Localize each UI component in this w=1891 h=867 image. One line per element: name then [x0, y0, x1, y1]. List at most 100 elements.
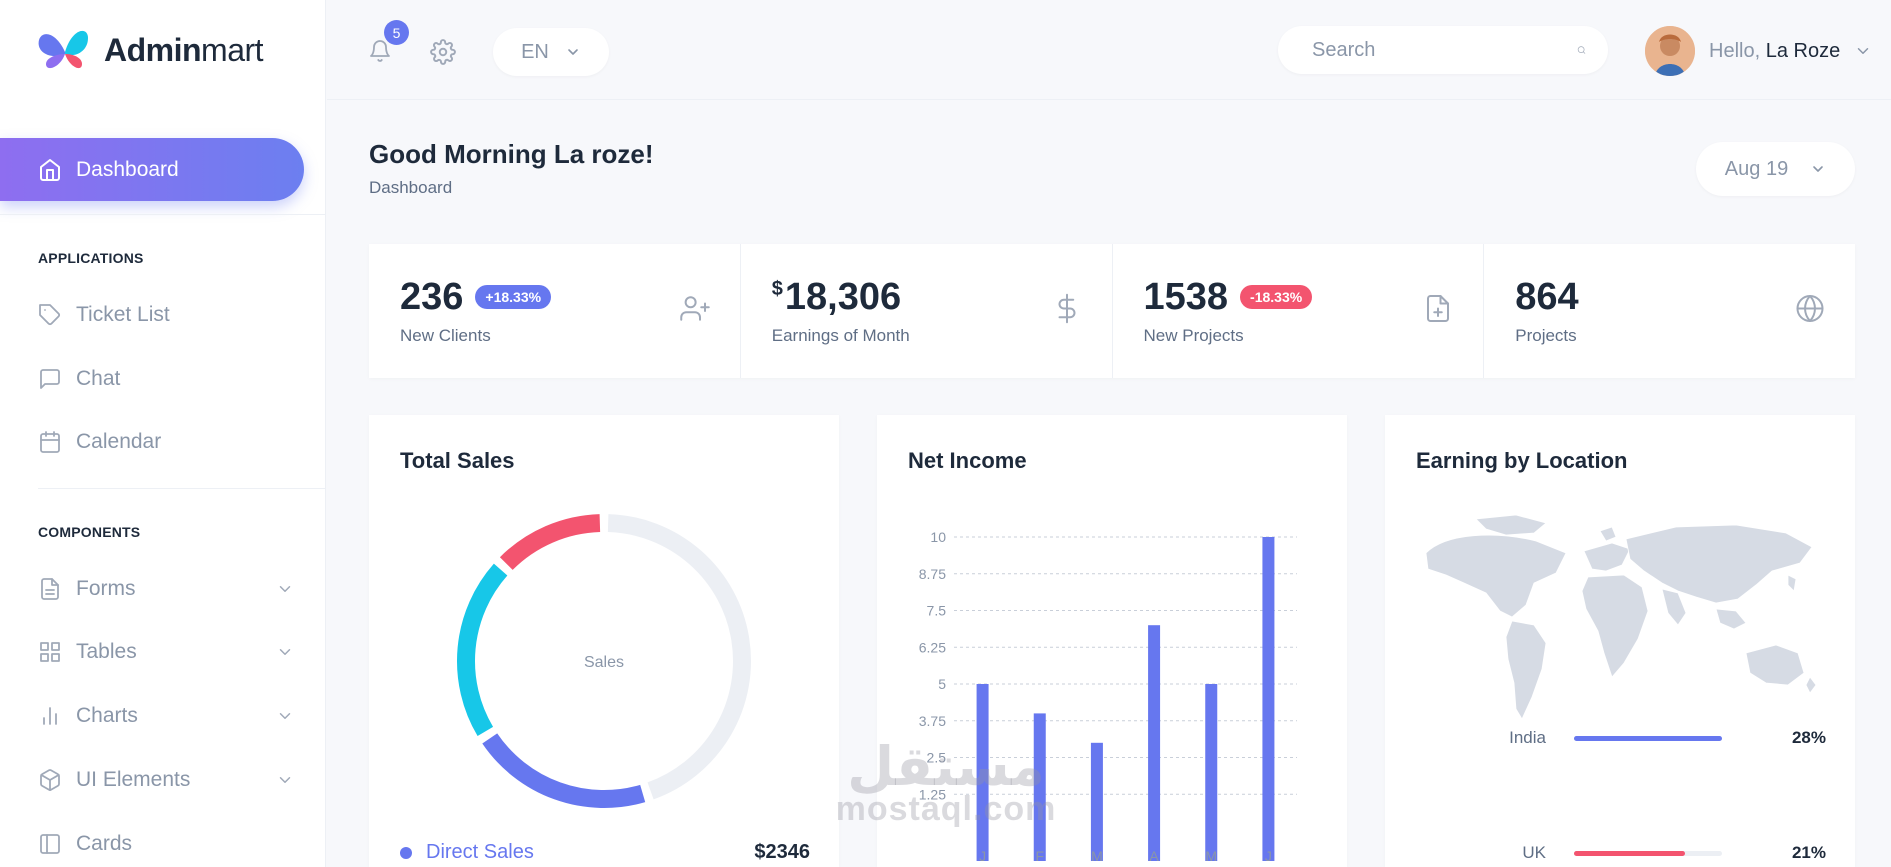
donut-slice[interactable]: [482, 733, 646, 808]
chevron-down-icon[interactable]: [276, 580, 294, 598]
search-input[interactable]: [1312, 38, 1577, 62]
card-title: Net Income: [908, 448, 1027, 473]
world-map: [1425, 514, 1817, 720]
sidebar-item-calendar[interactable]: Calendar: [38, 422, 294, 462]
user-plus-icon: [680, 294, 710, 329]
stat-value: 1538: [1143, 275, 1229, 318]
donut-slice[interactable]: [499, 514, 601, 571]
sidebar-icon: [40, 834, 60, 854]
progress-track: [1574, 850, 1722, 856]
total-sales-card: Total Sales Sales Direct Sales $2346: [369, 415, 839, 867]
card-title: Total Sales: [400, 448, 515, 473]
sidebar-item-label: Forms: [76, 577, 136, 600]
sidebar-item-ui-elements[interactable]: UI Elements: [38, 760, 294, 800]
file-plus-icon: [1423, 294, 1453, 329]
bell-icon[interactable]: [368, 38, 392, 69]
net-income-card: Net Income 10 8.75 7.5 6.25 5 3.75 2.5 1.25 J F M A…: [877, 415, 1347, 867]
bar[interactable]: [1205, 684, 1218, 861]
chevron-down-icon: [1857, 48, 1869, 54]
country-name: UK: [1522, 843, 1546, 862]
language-value: EN: [521, 40, 549, 63]
home-icon: [40, 158, 60, 181]
legend-value: $2346: [754, 841, 810, 863]
gear-icon[interactable]: [430, 39, 456, 70]
bar[interactable]: [1262, 537, 1275, 861]
stat-label: Projects: [1515, 326, 1577, 345]
sidebar-item-tables[interactable]: Tables: [38, 632, 294, 672]
progress-track: [1574, 735, 1722, 741]
card-title: Earning by Location: [1416, 448, 1628, 473]
country-percent: 21%: [1791, 843, 1826, 862]
x-tick-label: M: [1205, 848, 1217, 864]
sidebar-item-cards[interactable]: Cards: [38, 824, 294, 864]
date-value: Aug 19: [1724, 157, 1789, 180]
calendar-icon: [40, 431, 60, 453]
bar[interactable]: [1033, 713, 1046, 861]
section-title-applications: APPLICATIONS: [38, 250, 144, 266]
location-row-india: India 28%: [1416, 728, 1826, 748]
stat-value: 236: [400, 275, 464, 318]
sidebar-item-label: Cards: [76, 832, 133, 855]
net-income-bar-chart: 10 8.75 7.5 6.25 5 3.75 2.5 1.25 J F M A M J: [919, 529, 1297, 864]
y-tick-label: 10: [930, 529, 946, 545]
language-select[interactable]: EN: [493, 28, 609, 76]
search-box: [1278, 26, 1608, 74]
stat-label: New Projects: [1143, 326, 1244, 345]
sidebar-item-ticket-list[interactable]: Ticket List: [38, 295, 294, 335]
sidebar-item-label: Dashboard: [76, 157, 179, 181]
bar[interactable]: [1148, 625, 1161, 861]
sidebar-item-forms[interactable]: Forms: [38, 569, 294, 609]
date-filter-dropdown[interactable]: Aug 19: [1696, 142, 1855, 196]
file-text-icon: [41, 578, 59, 600]
chevron-down-icon[interactable]: [276, 771, 294, 789]
donut-slice[interactable]: [607, 514, 751, 800]
breadcrumb[interactable]: Dashboard: [369, 178, 453, 197]
brand-logo[interactable]: Adminmart: [36, 24, 264, 76]
bar[interactable]: [1090, 742, 1103, 861]
box-icon: [40, 769, 60, 791]
user-menu[interactable]: Hello, La Roze: [1645, 26, 1872, 76]
page-title: Good Morning La roze!: [369, 139, 654, 169]
sidebar-item-charts[interactable]: Charts: [38, 696, 294, 736]
currency-symbol: $: [771, 278, 783, 300]
sidebar-divider: [38, 488, 326, 489]
section-title-components: COMPONENTS: [38, 524, 141, 540]
tag-icon: [39, 304, 61, 326]
sidebar-item-label: Charts: [76, 704, 138, 727]
chevron-down-icon[interactable]: [276, 643, 294, 661]
y-tick-label: 3.75: [919, 713, 946, 729]
legend-dot: [400, 846, 412, 859]
donut-center-label: Sales: [584, 654, 624, 671]
x-tick-label: M: [1091, 848, 1103, 864]
chevron-down-icon[interactable]: [276, 707, 294, 725]
stat-label: New Clients: [400, 326, 491, 345]
country-percent: 28%: [1791, 728, 1826, 747]
user-name: La Roze: [1765, 39, 1841, 62]
progress-fill: [1574, 735, 1722, 741]
y-tick-label: 7.5: [927, 603, 947, 619]
chevron-down-icon: [568, 49, 578, 55]
brand-name: Adminmart: [104, 31, 264, 68]
stat-change-badge: +18.33%: [475, 285, 552, 309]
stat-label: Earnings of Month: [771, 326, 910, 345]
y-tick-label: 6.25: [919, 639, 946, 655]
grid-icon: [40, 642, 60, 662]
dollar-icon: [1052, 293, 1082, 329]
sidebar-item-chat[interactable]: Chat: [38, 359, 294, 399]
user-greeting: Hello, La Roze: [1709, 39, 1841, 62]
location-row-uk: UK 21%: [1416, 843, 1826, 863]
sidebar-item-label: Ticket List: [76, 303, 170, 326]
y-tick-label: 2.5: [927, 750, 947, 766]
country-name: India: [1509, 728, 1546, 747]
notification-count-badge: 5: [384, 20, 409, 45]
sidebar-item-dashboard[interactable]: Dashboard: [0, 138, 304, 201]
donut-slice[interactable]: [457, 563, 508, 737]
stat-change-badge: -18.33%: [1240, 285, 1313, 309]
legend-name: Direct Sales: [426, 841, 534, 863]
earning-by-location-card: Earning by Location India 28% UK 21%: [1385, 415, 1855, 867]
bar[interactable]: [976, 684, 989, 861]
stat-value: 18,306: [784, 275, 902, 318]
search-icon[interactable]: [1577, 38, 1586, 62]
stat-card-new-projects: 1538 -18.33% New Projects: [1113, 244, 1485, 378]
sidebar-item-label: UI Elements: [76, 768, 191, 791]
